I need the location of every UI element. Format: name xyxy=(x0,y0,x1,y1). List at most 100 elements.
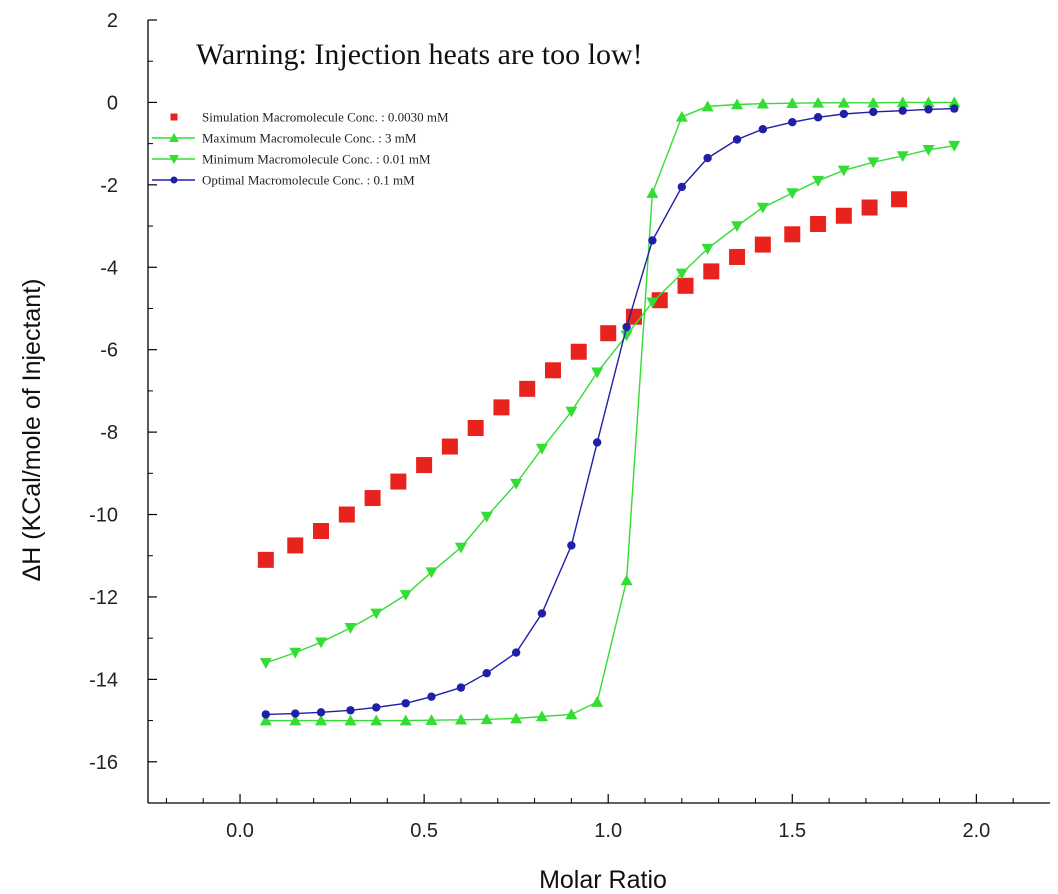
data-point-square xyxy=(544,362,561,379)
series-triangle-down xyxy=(259,140,961,669)
data-point-triangle-up xyxy=(591,696,604,707)
x-tick-label: 1.5 xyxy=(778,820,806,842)
data-point-triangle-up xyxy=(565,708,578,720)
data-point-circle xyxy=(732,135,742,144)
data-point-triangle-down xyxy=(510,478,523,490)
x-axis-title: Molar Ratio xyxy=(539,866,667,894)
data-point-square xyxy=(835,207,852,224)
data-point-circle xyxy=(567,541,576,550)
data-point-square xyxy=(754,236,771,253)
data-point-square xyxy=(677,277,694,294)
data-point-square xyxy=(703,263,720,280)
data-point-circle xyxy=(372,703,381,712)
data-point-triangle-up xyxy=(701,100,714,112)
data-point-square xyxy=(651,292,668,309)
data-point-square xyxy=(338,506,355,523)
legend-item: Maximum Macromolecule Conc. : 3 mM xyxy=(152,131,417,146)
data-point-circle xyxy=(648,236,657,245)
data-point-circle xyxy=(511,648,521,657)
data-point-circle xyxy=(346,706,355,715)
warning-annotation: Warning: Injection heats are too low! xyxy=(196,38,643,71)
data-point-triangle-down xyxy=(620,330,633,342)
data-point-triangle-up xyxy=(922,96,935,108)
data-point-triangle-up xyxy=(867,96,880,108)
data-point-square xyxy=(570,343,587,360)
data-point-triangle-down xyxy=(370,608,383,620)
data-point-triangle-down xyxy=(837,165,850,177)
x-tick-label: 0.0 xyxy=(226,820,254,842)
data-point-triangle-up xyxy=(948,96,961,108)
data-point-triangle-down xyxy=(535,443,548,455)
data-point-circle xyxy=(839,109,849,119)
data-point-triangle-down xyxy=(896,151,909,162)
data-point-square xyxy=(364,490,381,507)
data-point-circle xyxy=(950,104,959,113)
data-point-triangle-down xyxy=(169,155,179,164)
data-point-triangle-down xyxy=(399,590,412,601)
x-tick-label: 0.5 xyxy=(410,820,438,842)
data-point-circle xyxy=(592,438,602,447)
series-triangle-up xyxy=(259,96,961,726)
data-point-circle xyxy=(622,322,631,332)
data-point-circle xyxy=(316,708,326,717)
legend-item: Optimal Macromolecule Conc. : 0.1 mM xyxy=(152,173,415,188)
series-circle xyxy=(261,104,959,719)
data-point-triangle-down xyxy=(646,297,659,309)
data-point-triangle-up xyxy=(454,713,467,725)
data-point-triangle-up xyxy=(259,714,272,726)
y-tick-label: -8 xyxy=(100,422,118,444)
y-tick-label: -10 xyxy=(89,505,118,527)
series-line xyxy=(265,107,955,716)
data-point-triangle-down xyxy=(454,542,467,554)
data-point-triangle-up xyxy=(510,712,523,724)
data-point-square xyxy=(519,380,536,397)
data-point-triangle-down xyxy=(289,647,302,659)
data-point-square xyxy=(441,438,458,455)
series-square xyxy=(257,191,908,568)
data-point-square xyxy=(416,457,433,474)
y-tick-label: 2 xyxy=(107,10,118,32)
data-point-square xyxy=(257,551,274,568)
data-point-square xyxy=(784,226,801,243)
y-tick-label: 0 xyxy=(107,92,118,114)
data-point-circle xyxy=(170,176,178,184)
data-point-triangle-down xyxy=(591,367,604,379)
data-point-square xyxy=(313,523,330,540)
data-point-circle xyxy=(788,118,797,127)
data-point-square xyxy=(891,191,908,208)
data-point-square xyxy=(390,473,407,490)
y-tick-label: -16 xyxy=(89,752,118,774)
data-point-triangle-up xyxy=(786,97,799,109)
data-point-triangle-up xyxy=(756,97,769,109)
data-point-triangle-up xyxy=(646,187,659,198)
legend: Simulation Macromolecule Conc. : 0.0030 … xyxy=(152,110,449,188)
data-point-square xyxy=(861,199,878,216)
y-tick-label: -2 xyxy=(100,175,118,197)
axes: 2 0 -2 -4 -6 -8 -10 -12 -14 -16 0.0 0.5 1.0 1.5 2.0 xyxy=(89,10,1050,842)
data-point-square xyxy=(810,215,827,232)
data-point-triangle-down xyxy=(480,511,493,523)
data-point-triangle-up xyxy=(731,98,744,110)
data-point-square xyxy=(287,537,304,554)
data-point-triangle-down xyxy=(922,145,935,156)
legend-item: Minimum Macromolecule Conc. : 0.01 mM xyxy=(152,152,431,167)
series-line xyxy=(265,101,955,722)
data-point-circle xyxy=(456,683,466,692)
data-point-triangle-up xyxy=(399,714,412,726)
data-point-triangle-up xyxy=(289,714,302,726)
data-point-circle xyxy=(703,153,712,163)
data-point-triangle-down xyxy=(756,202,769,214)
data-point-triangle-down xyxy=(867,157,880,169)
data-point-triangle-down xyxy=(948,140,961,152)
data-point-square xyxy=(467,419,484,436)
data-point-triangle-down xyxy=(812,175,825,187)
legend-item: Simulation Macromolecule Conc. : 0.0030 … xyxy=(170,110,449,125)
data-point-triangle-up xyxy=(675,110,688,122)
data-point-triangle-down xyxy=(675,268,688,280)
data-point-circle xyxy=(401,699,410,708)
y-tick-label: -4 xyxy=(100,257,118,279)
y-tick-label: -6 xyxy=(100,340,118,362)
data-point-circle xyxy=(427,692,436,701)
data-point-circle xyxy=(869,107,878,117)
